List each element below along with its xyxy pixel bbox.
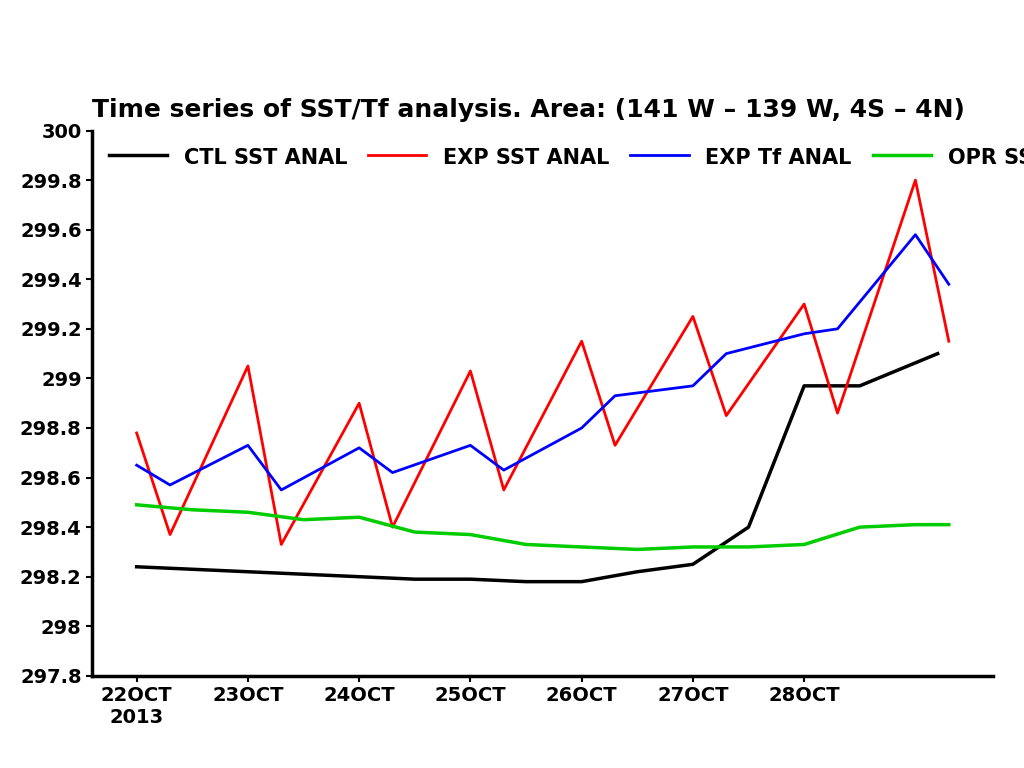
OPR SST ANAL — [631, 545, 643, 554]
CTL SST ANAL — [409, 574, 421, 584]
EXP Tf ANAL — [687, 381, 699, 390]
EXP Tf ANAL — [498, 465, 510, 475]
EXP SST ANAL — [943, 336, 955, 346]
Legend: CTL SST ANAL, EXP SST ANAL, EXP Tf ANAL, OPR SST ANAL: CTL SST ANAL, EXP SST ANAL, EXP Tf ANAL,… — [102, 141, 1024, 174]
EXP SST ANAL — [909, 176, 922, 185]
OPR SST ANAL — [687, 542, 699, 551]
CTL SST ANAL — [464, 574, 476, 584]
EXP Tf ANAL — [275, 485, 288, 495]
EXP Tf ANAL — [909, 230, 922, 240]
OPR SST ANAL — [854, 522, 866, 531]
OPR SST ANAL — [742, 542, 755, 551]
EXP Tf ANAL — [798, 329, 810, 339]
EXP SST ANAL — [164, 530, 176, 539]
EXP Tf ANAL — [575, 423, 588, 432]
EXP SST ANAL — [575, 336, 588, 346]
EXP Tf ANAL — [943, 280, 955, 289]
EXP SST ANAL — [386, 522, 398, 531]
OPR SST ANAL — [130, 500, 142, 509]
OPR SST ANAL — [798, 540, 810, 549]
EXP SST ANAL — [130, 429, 142, 438]
CTL SST ANAL — [631, 567, 643, 576]
CTL SST ANAL — [353, 572, 366, 581]
CTL SST ANAL — [687, 560, 699, 569]
CTL SST ANAL — [520, 577, 532, 586]
CTL SST ANAL — [242, 567, 254, 576]
OPR SST ANAL — [909, 520, 922, 529]
OPR SST ANAL — [409, 528, 421, 537]
EXP SST ANAL — [464, 366, 476, 376]
OPR SST ANAL — [575, 542, 588, 551]
EXP Tf ANAL — [242, 441, 254, 450]
CTL SST ANAL — [130, 562, 142, 571]
Line: OPR SST ANAL: OPR SST ANAL — [136, 505, 949, 549]
EXP Tf ANAL — [609, 391, 622, 400]
EXP SST ANAL — [498, 485, 510, 495]
OPR SST ANAL — [464, 530, 476, 539]
CTL SST ANAL — [742, 522, 755, 531]
OPR SST ANAL — [943, 520, 955, 529]
OPR SST ANAL — [242, 508, 254, 517]
EXP Tf ANAL — [720, 349, 732, 358]
EXP SST ANAL — [275, 540, 288, 549]
CTL SST ANAL — [932, 349, 944, 358]
CTL SST ANAL — [854, 381, 866, 390]
EXP SST ANAL — [687, 312, 699, 321]
OPR SST ANAL — [520, 540, 532, 549]
OPR SST ANAL — [186, 505, 199, 515]
EXP SST ANAL — [242, 362, 254, 371]
CTL SST ANAL — [798, 381, 810, 390]
Line: CTL SST ANAL: CTL SST ANAL — [136, 353, 938, 581]
EXP SST ANAL — [720, 411, 732, 420]
EXP SST ANAL — [353, 399, 366, 408]
EXP Tf ANAL — [164, 481, 176, 490]
Line: EXP Tf ANAL: EXP Tf ANAL — [136, 235, 949, 490]
OPR SST ANAL — [353, 512, 366, 521]
EXP Tf ANAL — [353, 443, 366, 452]
EXP SST ANAL — [609, 441, 622, 450]
Text: Time series of SST/Tf analysis. Area: (141 W – 139 W, 4S – 4N): Time series of SST/Tf analysis. Area: (1… — [92, 98, 965, 121]
EXP Tf ANAL — [464, 441, 476, 450]
EXP Tf ANAL — [831, 324, 844, 333]
EXP SST ANAL — [798, 300, 810, 309]
OPR SST ANAL — [297, 515, 309, 525]
EXP Tf ANAL — [386, 468, 398, 477]
EXP SST ANAL — [831, 409, 844, 418]
Line: EXP SST ANAL: EXP SST ANAL — [136, 180, 949, 545]
CTL SST ANAL — [575, 577, 588, 586]
EXP Tf ANAL — [130, 461, 142, 470]
